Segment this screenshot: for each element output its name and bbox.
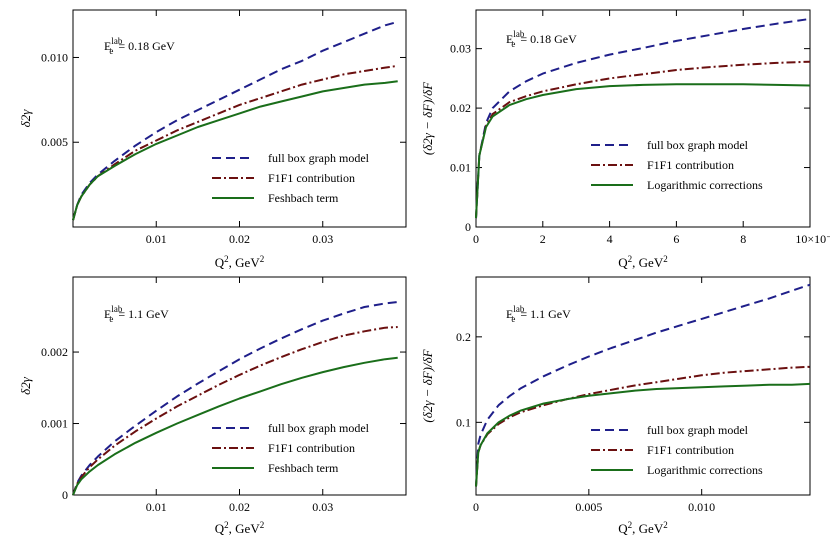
series-line-2 (72, 326, 398, 496)
y-axis-label: (δ2γ − δF)/δF (420, 348, 435, 422)
legend-label: Feshbach term (268, 461, 339, 475)
y-axis-label: δ2γ (18, 376, 33, 395)
x-tick-label: 0.005 (575, 500, 602, 514)
x-axis-label: Q2, GeV2 (618, 254, 667, 270)
x-axis-label: Q2, GeV2 (215, 254, 264, 270)
y-tick-label: 0 (62, 488, 68, 502)
chart-panel-3: 0.01 0.02 0.03 0 0.001 0.002 full box graph mo… (18, 276, 407, 536)
y-tick-label: 0.002 (41, 345, 68, 359)
energy-annotation: Elab e = 0.18 GeV (506, 29, 577, 49)
legend-label: F1F1 contribution (268, 171, 355, 185)
y-tick-label: 0.001 (41, 417, 68, 431)
legend-label: F1F1 contribution (647, 158, 734, 172)
x-tick-label: 0.03 (312, 500, 333, 514)
y-tick-label: 0.2 (456, 330, 471, 344)
chart-panel-1: 0.01 0.02 0.03 0.005 0.010 full box graph mod… (18, 9, 407, 270)
legend: full box graph model F1F1 contribution Fes… (212, 151, 370, 205)
x-tick-label: 0.02 (229, 500, 250, 514)
legend-label: Logarithmic corrections (647, 463, 763, 477)
series-line-1 (72, 20, 398, 221)
y-tick-label: 0.03 (450, 42, 471, 56)
chart-panel-4: 0 0.005 0.010 0.1 0.2 full box graph model F1F… (420, 276, 811, 536)
x-axis-label: Q2, GeV2 (215, 520, 264, 536)
series-line-3 (72, 356, 398, 496)
legend: full box graph model F1F1 contribution Log… (591, 423, 763, 477)
x-tick-label: 0.01 (146, 232, 167, 246)
legend-label: F1F1 contribution (647, 443, 734, 457)
y-tick-label: 0.010 (41, 50, 68, 64)
series-line-3 (475, 83, 811, 219)
legend: full box graph model F1F1 contribution Fes… (212, 421, 370, 475)
y-axis-label: (δ2γ − δF)/δF (420, 81, 435, 155)
legend-label: Logarithmic corrections (647, 178, 763, 192)
energy-annotation: Elab e = 1.1 GeV (104, 304, 169, 324)
legend-label: full box graph model (647, 138, 749, 152)
legend-label: F1F1 contribution (268, 441, 355, 455)
x-tick-label: 6 (673, 232, 679, 246)
x-tick-label: 0 (473, 500, 479, 514)
y-tick-label: 0.01 (450, 161, 471, 175)
series-line-3 (475, 382, 811, 487)
x-tick-label: 10×10⁻⁴ (795, 232, 830, 246)
x-axis-label: Q2, GeV2 (618, 520, 667, 536)
x-tick-label: 0.010 (688, 500, 715, 514)
x-tick-label: 0 (473, 232, 479, 246)
y-tick-label: 0 (465, 220, 471, 234)
y-tick-label: 0.005 (41, 135, 68, 149)
series-line-1 (475, 283, 811, 487)
plot-frame (475, 276, 811, 496)
x-tick-label: 0.01 (146, 500, 167, 514)
y-tick-label: 0.02 (450, 101, 471, 115)
x-tick-label: 2 (540, 232, 546, 246)
y-tick-label: 0.1 (456, 415, 471, 429)
legend-label: Feshbach term (268, 191, 339, 205)
x-tick-label: 4 (607, 232, 613, 246)
legend-label: full box graph model (268, 421, 370, 435)
y-axis-label: δ2γ (18, 109, 33, 128)
x-tick-label: 0.03 (312, 232, 333, 246)
energy-annotation: Elab e = 0.18 GeV (104, 36, 175, 56)
series-line-1 (475, 17, 811, 219)
legend-label: full box graph model (268, 151, 370, 165)
x-tick-label: 0.02 (229, 232, 250, 246)
chart-panel-2: 0 2 4 6 8 10×10⁻⁴ 0 0.01 0.02 0.03 full box graph … (420, 9, 830, 270)
legend-label: full box graph model (647, 423, 749, 437)
series-line-3 (72, 80, 398, 221)
plot-frame (475, 9, 811, 228)
energy-annotation: Elab e = 1.1 GeV (506, 304, 571, 324)
legend: full box graph model F1F1 contribution Log… (591, 138, 763, 192)
series-line-1 (72, 301, 398, 496)
x-tick-label: 8 (740, 232, 746, 246)
